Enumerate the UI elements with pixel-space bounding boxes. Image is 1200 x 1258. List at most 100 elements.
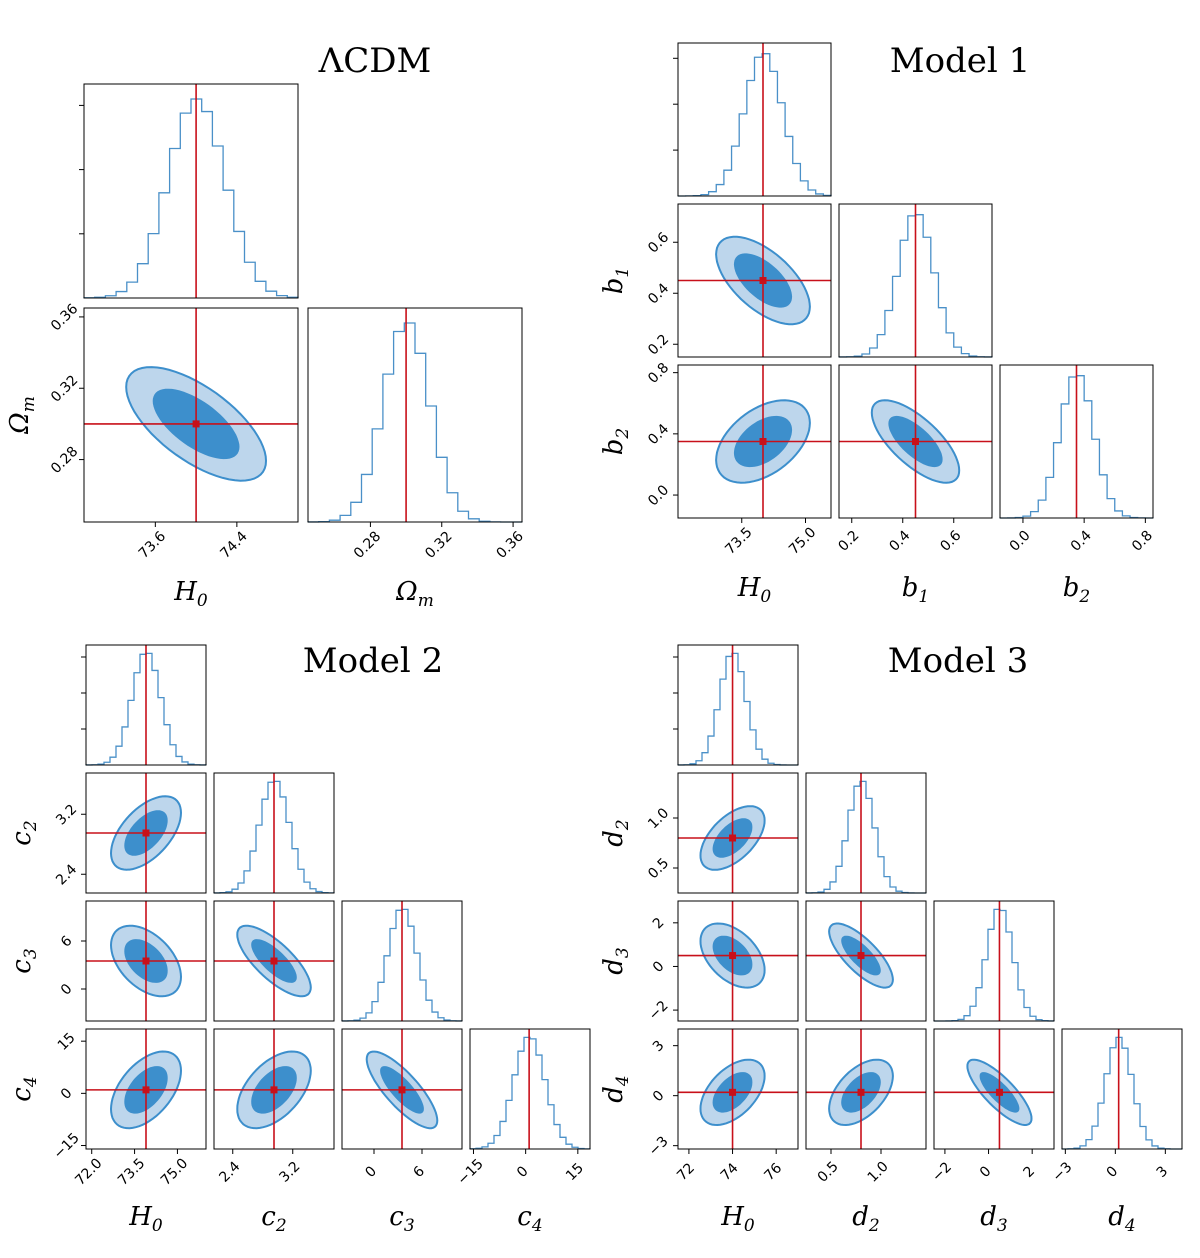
truth-point: [729, 952, 737, 960]
x-axis-label: c4: [517, 1202, 542, 1236]
x-tick-label: 0: [514, 1163, 532, 1181]
contour-c2-c4: 2.4 3.2 c2: [213, 1028, 335, 1236]
x-axis-label: b1: [902, 573, 929, 607]
panel-frame: [85, 900, 207, 1022]
y-axis-label: d4: [599, 1075, 633, 1102]
histogram-c2: [213, 772, 335, 894]
x-tick-label: 74: [718, 1160, 742, 1184]
y-tick-label: 0: [650, 1088, 668, 1106]
truth-point: [912, 438, 919, 445]
histogram-d3: [933, 900, 1055, 1022]
y-tick-label: 0.0: [645, 482, 672, 509]
y-tick-label: 0: [650, 958, 668, 976]
histogram-H0: [673, 644, 799, 766]
contour-H0-c2: 2.4 3.2 c2: [7, 772, 207, 894]
panel-frame: [805, 900, 927, 1022]
y-tick-label: 3: [650, 1038, 668, 1056]
x-tick-label: 0.6: [937, 528, 964, 555]
x-tick-label: −3: [1050, 1159, 1076, 1185]
x-tick-label: 0.32: [422, 528, 455, 561]
x-tick-label: 76: [761, 1160, 785, 1184]
corner-title: Model 1: [890, 41, 1030, 81]
truth-point: [729, 1088, 737, 1096]
histogram-H0: [673, 42, 832, 197]
x-tick-label: −15: [455, 1156, 487, 1188]
corner-title: ΛCDM: [318, 41, 432, 81]
panel-frame: [83, 83, 299, 299]
truth-point: [142, 957, 150, 965]
panel-frame: [213, 1028, 335, 1150]
panel-frame: [677, 644, 799, 766]
x-tick-label: 3: [1154, 1163, 1172, 1181]
x-axis-label: H0: [173, 577, 208, 611]
truth-point: [142, 1086, 150, 1094]
x-tick-label: 72.0: [72, 1155, 105, 1188]
contour-H0-b2: 0.0 0.4 0.8 73.5 75.0 H0 b2: [599, 360, 832, 607]
y-axis-label: c3: [7, 948, 41, 973]
truth-point: [759, 438, 767, 445]
y-tick-label: 0.8: [645, 360, 672, 387]
y-axis-label: d3: [599, 947, 633, 974]
x-tick-label: 2: [1021, 1163, 1039, 1181]
y-tick-label: 3.2: [53, 801, 80, 828]
histogram-H0: [79, 83, 299, 299]
corner-title: Model 2: [303, 641, 443, 681]
y-tick-label: 6: [58, 933, 76, 951]
x-tick-label: 74.4: [217, 528, 250, 561]
panel-frame: [805, 1028, 927, 1150]
y-axis-label: c2: [7, 820, 41, 845]
y-tick-label: 0: [58, 1085, 76, 1103]
histogram-steps: [1061, 1036, 1183, 1150]
x-tick-label: 0.28: [351, 528, 384, 561]
y-tick-label: 0.36: [48, 301, 81, 334]
histogram-d4: −3 0 3 d4: [1050, 1028, 1183, 1236]
truth-point: [729, 834, 737, 842]
panel-frame: [1061, 1028, 1183, 1150]
x-tick-label: 2.4: [216, 1159, 243, 1186]
truth-point: [857, 1088, 865, 1096]
y-tick-label: −3: [646, 1133, 672, 1159]
panel-frame: [85, 1028, 207, 1150]
histogram-steps: [83, 98, 299, 299]
panel-frame: [677, 42, 832, 197]
panel-frame: [805, 772, 927, 894]
corner-plot-3: Model 2 2.4 3.2 c2 0 6 c3 −15 0 15 72.0 73.5 75.0 H0 c…: [7, 641, 591, 1236]
panel-frame: [307, 307, 523, 523]
y-tick-label: 2: [650, 915, 668, 933]
x-tick-label: 15: [563, 1160, 587, 1184]
y-axis-label: b2: [599, 428, 633, 455]
y-tick-label: 0.28: [48, 444, 81, 477]
x-tick-label: 0: [977, 1163, 995, 1181]
y-tick-label: −2: [646, 998, 672, 1024]
panel-frame: [85, 772, 207, 894]
contour-H0-d2: 0.5 1.0 d2: [599, 772, 799, 894]
x-tick-label: 3.2: [276, 1159, 303, 1186]
y-tick-label: 0: [58, 981, 76, 999]
y-tick-label: 0.6: [645, 229, 672, 256]
contour-H0-c3: 0 6 c3: [7, 900, 207, 1022]
x-axis-label: d2: [852, 1202, 879, 1236]
panel-frame: [677, 1028, 799, 1150]
contour-d3-d4: −2 0 2 d3: [929, 1028, 1055, 1236]
truth-point: [270, 1086, 278, 1094]
x-tick-label: 0: [1104, 1163, 1122, 1181]
x-tick-label: 0.4: [1068, 528, 1095, 555]
contour-H0-c4: −15 0 15 72.0 73.5 75.0 H0 c4: [7, 1028, 207, 1236]
x-tick-label: 72: [674, 1160, 698, 1184]
histogram-steps: [805, 780, 927, 894]
x-tick-label: 73.5: [115, 1155, 148, 1188]
panel-frame: [677, 203, 832, 358]
panel-frame: [677, 772, 799, 894]
x-tick-label: 0.0: [1007, 528, 1034, 555]
x-tick-label: −2: [929, 1159, 955, 1185]
contour-c3-c4: 0 6 c3: [341, 1028, 463, 1236]
truth-point: [759, 277, 767, 284]
x-tick-label: 75.0: [786, 524, 819, 557]
contour-H0-d3: −2 0 2 d3: [599, 900, 799, 1024]
y-tick-label: 0.5: [645, 855, 672, 882]
y-tick-label: 0.2: [645, 331, 672, 358]
histogram-d2: [805, 772, 927, 894]
x-tick-label: 0.8: [1129, 528, 1156, 555]
y-tick-label: 1.0: [645, 805, 672, 832]
panel-frame: [85, 644, 207, 766]
